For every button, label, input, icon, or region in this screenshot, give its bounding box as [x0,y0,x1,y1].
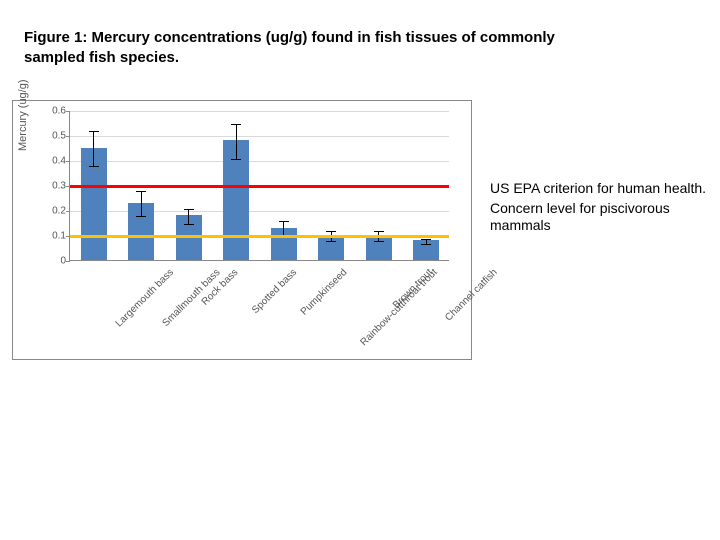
ytick-mark [66,161,70,162]
ytick-label: 0.5 [52,131,66,142]
ytick-label: 0.6 [52,106,66,117]
ytick-label: 0.3 [52,181,66,192]
error-cap [136,216,146,217]
error-cap [421,244,431,245]
gridline [70,161,449,162]
error-cap [184,209,194,210]
ytick-label: 0.2 [52,206,66,217]
error-cap [374,231,384,232]
error-bar [93,131,94,166]
error-bar [188,209,189,224]
error-cap [184,224,194,225]
error-cap [231,159,241,160]
legend-item-piscivorous: Concern level for piscivorous mammals [490,200,715,235]
reference-line [70,235,449,238]
legend-item-epa: US EPA criterion for human health. [490,180,715,198]
ytick-mark [66,136,70,137]
ytick-mark [66,111,70,112]
gridline [70,211,449,212]
legend: US EPA criterion for human health. Conce… [490,180,715,237]
ytick-label: 0.4 [52,156,66,167]
error-cap [279,221,289,222]
plot-area: 00.10.20.30.40.50.6 [69,111,449,261]
error-cap [326,241,336,242]
error-bar [236,124,237,159]
x-category-label: Channel catfish [443,267,500,324]
error-cap [89,166,99,167]
ytick-mark [66,211,70,212]
ytick-label: 0.1 [52,231,66,242]
x-category-label: Brown trout [391,267,435,311]
error-cap [89,131,99,132]
error-cap [421,239,431,240]
gridline [70,111,449,112]
x-category-label: Pumpkinseed [298,267,349,318]
error-bar [141,191,142,216]
ytick-label: 0 [60,256,66,267]
gridline [70,136,449,137]
chart-container: Mercury (ug/g) 00.10.20.30.40.50.6 Large… [12,100,472,360]
x-axis-labels: Largemouth bassSmallmouth bassRock bassS… [69,261,449,351]
figure-caption: Figure 1: Mercury concentrations (ug/g) … [24,28,584,67]
error-cap [374,241,384,242]
error-cap [326,231,336,232]
x-category-label: Spotted bass [250,267,299,316]
y-axis-label: Mercury (ug/g) [17,79,29,151]
error-cap [136,191,146,192]
reference-line [70,185,449,188]
error-cap [231,124,241,125]
